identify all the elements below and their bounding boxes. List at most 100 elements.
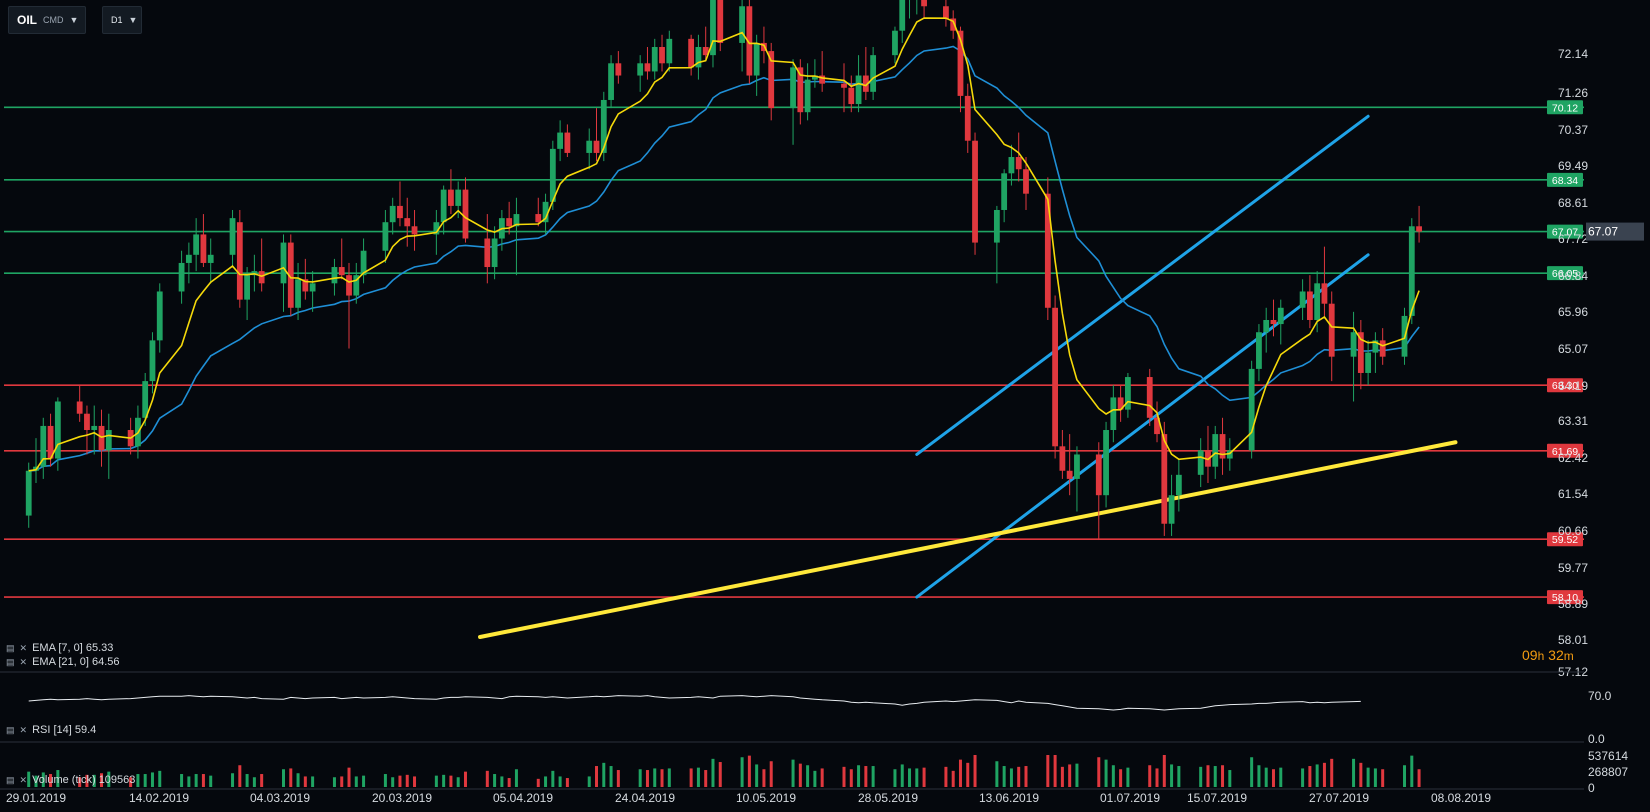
volume-bar [660,769,664,787]
candle [811,59,818,88]
candle [1277,299,1284,345]
rsi-legend[interactable]: ▤ ✕ RSI [14] 59.4 [6,724,96,736]
candle [542,193,549,235]
candle-body [644,63,651,72]
volume-bar [27,771,31,787]
candle [1408,218,1415,325]
volume-bar [442,774,446,787]
volume-bar [194,774,198,787]
settings-icon[interactable]: ▤ [6,656,15,667]
candle-body [564,132,571,153]
candle-body [448,189,454,206]
candle-body [768,51,775,109]
volume-bar [536,778,540,787]
candle-body [207,254,214,263]
time-tick-label: 29.01.2019 [6,791,66,805]
close-icon[interactable]: ✕ [19,774,28,785]
candle-body [1306,291,1313,320]
trend-line-long-term-support [478,440,1458,639]
time-tick-label: 08.08.2019 [1431,791,1491,805]
volume-panel: 537614 268807 0 [0,741,1628,795]
volume-bar [1352,758,1356,787]
timeframe-selector[interactable]: D1 ▼ [102,6,142,34]
volume-bar [602,762,606,787]
candle [455,181,462,219]
volume-bar [391,777,395,787]
candle [819,51,826,92]
ema21-legend[interactable]: ▤ ✕ EMA [21, 0] 64.56 [6,656,120,668]
candle [1270,299,1277,337]
candle-body [586,140,593,153]
candle-body [1372,340,1379,353]
symbol-selector[interactable]: OIL CMD ▼ [8,6,86,34]
volume-bar [260,774,264,787]
candle [142,372,149,426]
candle-body [943,6,949,19]
candle [899,0,906,43]
candle-body [302,279,309,292]
rsi-legend-text: RSI [14] 59.4 [32,724,97,736]
candle-body [1066,470,1073,479]
volume-bar [245,774,249,787]
candle [25,462,32,528]
close-icon[interactable]: ✕ [19,724,28,735]
candle [1124,372,1131,418]
volume-bar [449,775,453,787]
candle-body [1103,430,1109,496]
candle [440,185,447,235]
candle-body [484,238,491,268]
volume-bar [303,776,307,787]
candle [1015,132,1022,182]
candle-body [76,401,83,414]
candle-body [1256,332,1262,369]
level-tag [1547,224,1583,239]
volume-bar [1002,766,1006,787]
candle [659,34,665,72]
settings-icon[interactable]: ▤ [6,724,15,735]
candle [1299,279,1306,320]
close-icon[interactable]: ✕ [19,656,28,667]
settings-icon[interactable]: ▤ [6,774,15,785]
volume-bar [653,768,657,787]
candle [797,59,804,125]
candle [549,140,556,210]
candle-body [353,275,360,296]
volume-legend[interactable]: ▤ ✕ Volume (tick) 109563 [6,774,135,786]
close-icon[interactable]: ✕ [19,642,28,653]
candle [1328,291,1335,382]
level-tag-label: 68.34 [1552,175,1578,187]
candle [862,47,869,100]
candle [98,409,105,467]
candle-body [25,470,32,516]
candle [54,397,61,471]
settings-icon[interactable]: ▤ [6,642,15,653]
candle [91,405,98,455]
ema7-legend[interactable]: ▤ ✕ EMA [7, 0] 65.33 [6,642,113,654]
price-tick-label: 69.49 [1558,159,1588,173]
candle-body [1161,434,1168,524]
candle-body [862,75,869,92]
candle [841,63,847,113]
candle-body [1416,226,1422,232]
candle-body [921,0,927,7]
volume-bar [689,768,693,787]
current-price-label: 67.07 [1588,225,1618,239]
candle [338,238,345,280]
candle [651,38,658,80]
timeframe-label: D1 [111,15,123,25]
price-tick-label: 62.42 [1558,451,1588,465]
volume-bar [1111,765,1115,787]
candle-body [666,38,673,64]
volume-bar [354,776,358,787]
time-tick-label: 14.02.2019 [129,791,189,805]
candle-body [535,214,542,223]
volume-bar [201,774,205,787]
volume-bar [187,776,191,787]
candle-body [178,262,185,292]
candle-body [1299,291,1306,308]
candle [1226,438,1233,471]
candle [746,0,753,84]
volume-bar [849,769,853,787]
volume-bar [864,766,868,787]
